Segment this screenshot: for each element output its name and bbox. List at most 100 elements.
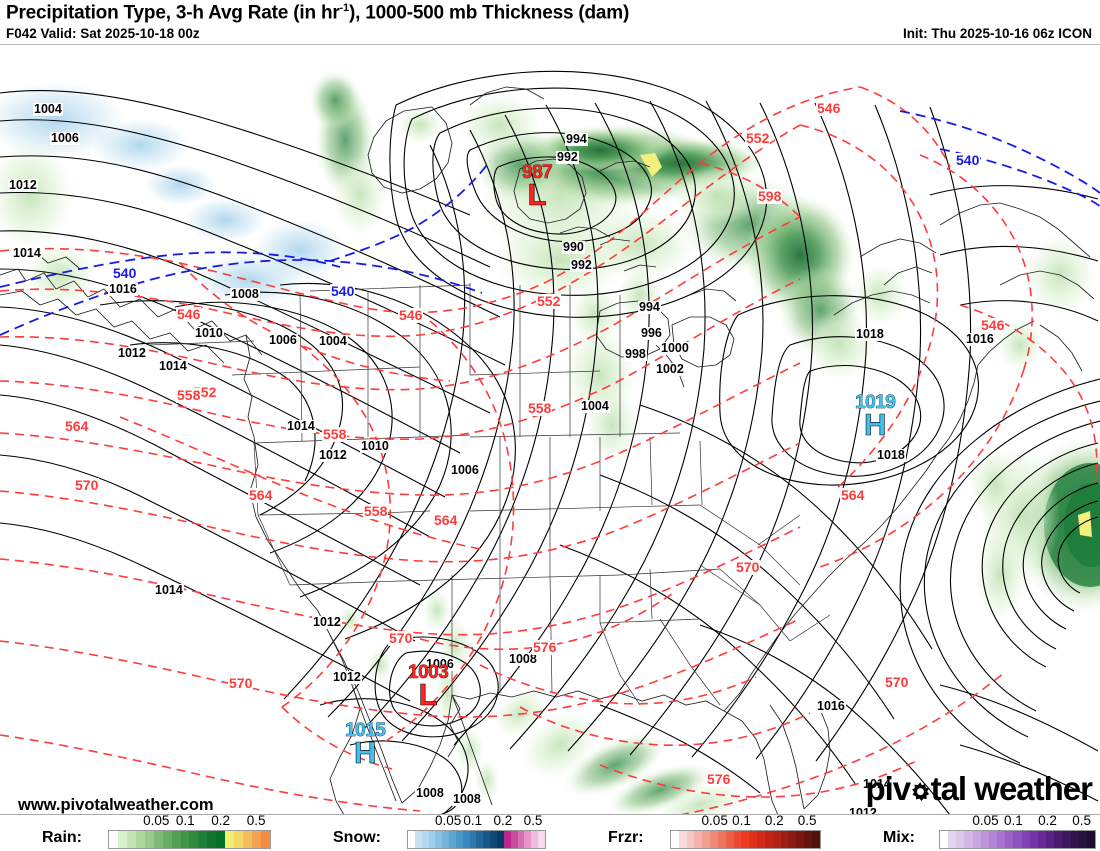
pressure-center-high: 1015 H — [345, 720, 386, 769]
colorbar-label-mix: Mix: — [883, 829, 915, 846]
pressure-center-low: 1003 L — [408, 663, 449, 711]
colorbar-ticks-mix: 0.05 0.1 0.2 0.5 — [939, 813, 1094, 829]
colorbar-swatch — [757, 831, 765, 848]
colorbar-tick: 0.1 — [175, 813, 195, 828]
colorbar-swatch — [490, 831, 497, 848]
colorbar-swatch — [225, 831, 235, 848]
colorbar-tick: 0.1 — [1004, 813, 1023, 828]
colorbar-swatch — [483, 831, 491, 848]
colorbar-swatch — [964, 831, 973, 848]
colorbar-swatch — [1078, 831, 1087, 848]
colorbar-swatch — [1013, 831, 1022, 848]
colorbar-swatch — [1029, 831, 1038, 848]
colorbar-swatch — [772, 831, 781, 848]
colorbar-swatch — [162, 831, 172, 848]
colorbar-swatch — [1005, 831, 1014, 848]
page-title: Precipitation Type, 3-h Avg Rate (in hr-… — [6, 2, 629, 24]
colorbar-swatch — [243, 831, 252, 848]
colorbar-swatch — [980, 831, 989, 848]
colorbar-swatch — [1046, 831, 1055, 848]
colorbar-snow: Snow: 0.05 0.1 0.2 0.5 — [275, 813, 550, 851]
colorbar-swatch — [741, 831, 750, 848]
colorbar-swatch — [988, 831, 998, 848]
colorbar-swatch — [940, 831, 949, 848]
pressure-center-symbol: H — [863, 407, 887, 442]
colorbar-mix: Mix: 0.05 0.1 0.2 0.5 — [825, 813, 1100, 851]
colorbar-swatch — [144, 831, 154, 848]
colorbar-legend: Rain: 0.05 0.1 0.2 0.5 Snow: 0.05 0.1 0.2 0.5 Frzr… — [0, 813, 1100, 851]
thickness-contours — [0, 86, 1098, 815]
colorbar-swatch — [710, 831, 718, 848]
colorbar-tick: 0.2 — [1038, 813, 1057, 828]
colorbar-swatch — [421, 831, 429, 848]
colorbar-swatch — [496, 831, 504, 848]
colorbar-swatch — [189, 831, 199, 848]
colorbar-swatch — [126, 831, 136, 848]
colorbar-label-snow: Snow: — [333, 829, 381, 846]
colorbar-swatches-snow[interactable] — [407, 830, 546, 849]
colorbar-swatch — [733, 831, 742, 848]
colorbar-swatch — [462, 831, 470, 848]
title-tail: ), 1000-500 mb Thickness (dam) — [348, 2, 630, 24]
title-superscript: -1 — [339, 2, 350, 14]
pressure-center-high: 1019 H — [855, 392, 896, 442]
site-url-watermark: www.pivotalweather.com — [18, 796, 214, 814]
colorbar-tick: 0.1 — [463, 813, 483, 828]
pressure-center-low: 987 L — [522, 162, 553, 212]
colorbar-swatch — [503, 831, 511, 848]
colorbar-swatches-mix[interactable] — [939, 830, 1096, 849]
title-main: Precipitation Type, 3-h Avg Rate (in hr — [6, 2, 340, 24]
colorbar-swatch — [671, 831, 679, 848]
colorbar-swatch — [1021, 831, 1030, 848]
colorbar-swatch — [428, 831, 436, 848]
colorbar-swatch — [117, 831, 127, 848]
colorbar-swatch — [207, 831, 217, 848]
colorbar-swatch — [811, 831, 820, 848]
colorbar-swatch — [198, 831, 208, 848]
colorbar-swatch — [956, 831, 965, 848]
colorbar-swatch — [414, 831, 422, 848]
colorbar-swatch — [538, 831, 545, 848]
colorbar-tick: 0.1 — [732, 813, 751, 828]
colorbar-ticks-snow: 0.05 0.1 0.2 0.5 — [407, 813, 544, 829]
colorbar-swatch — [260, 831, 270, 848]
colorbar-swatch — [1054, 831, 1063, 848]
colorbar-swatch — [717, 831, 726, 848]
colorbar-swatch — [948, 831, 957, 848]
colorbar-swatch — [972, 831, 981, 848]
thickness-540-contour — [0, 110, 1100, 336]
brand-watermark: piv tal weather — [865, 770, 1093, 808]
map-canvas[interactable]: 1004 1006 1012 1014 1016 1008 1012 1014 1006 1004… — [0, 44, 1100, 815]
colorbar-swatch — [780, 831, 789, 848]
colorbar-tick: 0.05 — [972, 813, 999, 828]
colorbar-ticks-frzr: 0.05 0.1 0.2 0.5 — [670, 813, 819, 829]
colorbar-swatch — [455, 831, 463, 848]
colorbar-swatch — [476, 831, 484, 848]
colorbar-frzr: Frzr: 0.05 0.1 0.2 0.5 — [550, 813, 825, 851]
colorbar-swatch — [234, 831, 244, 848]
colorbar-tick: 0.5 — [797, 813, 817, 828]
colorbar-ticks-rain: 0.05 0.1 0.2 0.5 — [108, 813, 269, 829]
colorbar-swatch — [1086, 831, 1095, 848]
colorbar-swatch — [180, 831, 190, 848]
colorbar-label-frzr: Frzr: — [608, 829, 644, 846]
pressure-center-symbol: L — [527, 177, 547, 212]
colorbar-swatch — [435, 831, 443, 848]
geography-layer — [0, 86, 1095, 815]
colorbar-label-rain: Rain: — [42, 829, 82, 846]
colorbar-swatch — [796, 831, 805, 848]
colorbar-swatch — [1070, 831, 1079, 848]
colorbar-swatch — [1037, 831, 1047, 848]
colorbar-tick: 0.05 — [434, 813, 462, 828]
colorbar-swatch — [1062, 831, 1071, 848]
colorbar-swatches-frzr[interactable] — [670, 830, 821, 849]
colorbar-swatch — [469, 831, 477, 848]
pressure-center-value: 1019 — [855, 392, 896, 413]
map-graphic — [0, 45, 1100, 815]
pressure-center-value: 987 — [522, 162, 553, 183]
init-time-label: Init: Thu 2025-10-16 06z ICON — [902, 26, 1092, 41]
colorbar-tick: 0.05 — [701, 813, 728, 828]
pressure-center-value: 1015 — [345, 720, 386, 741]
colorbar-swatch — [764, 831, 773, 848]
colorbar-swatches-rain[interactable] — [108, 830, 271, 849]
